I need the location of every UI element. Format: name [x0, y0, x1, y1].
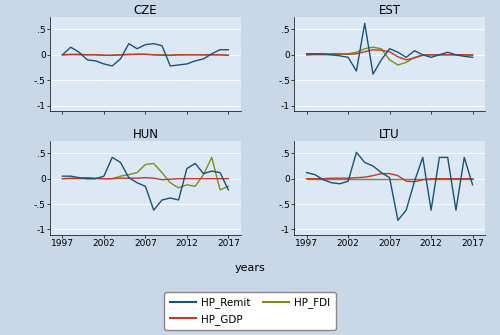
Title: HUN: HUN [132, 128, 158, 141]
Title: CZE: CZE [134, 4, 157, 17]
Text: years: years [234, 263, 266, 273]
Legend: HP_Remit, HP_GDP, HP_FDI: HP_Remit, HP_GDP, HP_FDI [164, 292, 336, 330]
Title: LTU: LTU [380, 128, 400, 141]
Title: EST: EST [378, 4, 400, 17]
